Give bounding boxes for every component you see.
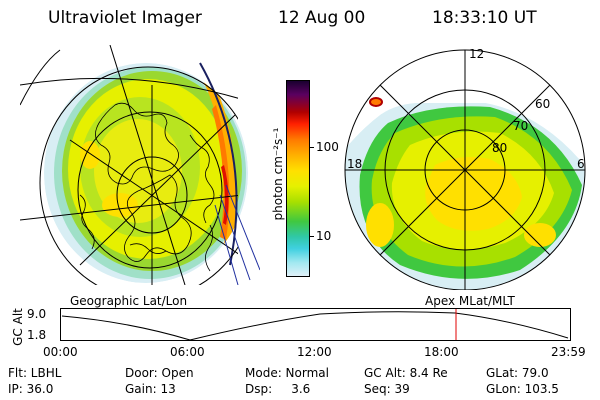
continent-outlines [79,102,215,272]
mlt-label-18: 18 [347,157,363,171]
time-label: 18:33:10 UT [432,8,537,28]
status-mode: Mode: Normal [245,366,329,380]
mlat-label-60: 60 [535,97,551,111]
colorbar [286,80,310,277]
status-gc-alt: GC Alt: 8.4 Re [364,366,448,380]
xtick-0000: 00:00 [43,345,78,359]
mlat-label-70: 70 [513,119,529,133]
status-filter: Flt: LBHL [8,366,62,380]
status-glat: GLat: 79.0 [486,366,549,380]
magnetic-polar-image [344,49,586,290]
colorbar-tick-10 [309,236,314,237]
colorbar-label-10: 10 [316,229,332,243]
geographic-auroral-image [20,45,260,285]
status-seq: Seq: 39 [364,382,410,396]
xtick-1200: 12:00 [297,345,332,359]
geo-panel-label: Geographic Lat/Lon [70,294,188,308]
mlat-label-80: 80 [492,141,508,155]
mlt-label-12: 12 [469,47,485,61]
date-label: 12 Aug 00 [278,8,366,28]
geo-emission [44,63,248,283]
colorbar-label-100: 100 [316,140,339,154]
altitude-ytick-min: 1.8 [27,328,47,342]
instrument-title: Ultraviolet Imager [48,8,202,28]
mag-panel-label: Apex MLat/MLT [425,294,515,308]
xtick-1800: 18:00 [424,345,459,359]
xtick-2359: 23:59 [551,345,586,359]
geo-limb-lines [214,184,260,285]
xtick-0600: 06:00 [170,345,205,359]
mlt-label-6: 6 [577,157,585,171]
colorbar-tick-100 [309,147,314,148]
mag-grid [344,49,586,290]
status-ip: IP: 36.0 [8,382,54,396]
altitude-ytick-max: 9.0 [27,307,47,321]
altitude-curve [61,311,569,341]
altitude-axis-label: GC Alt [11,308,25,346]
colorbar-unit-label: photon cm⁻²s⁻¹ [271,127,285,221]
status-door: Door: Open [125,366,194,380]
status-gain: Gain: 13 [125,382,176,396]
altitude-timeline-plot [60,308,571,341]
status-dsp: Dsp: 3.6 [245,382,311,396]
status-glon: GLon: 103.5 [486,382,559,396]
